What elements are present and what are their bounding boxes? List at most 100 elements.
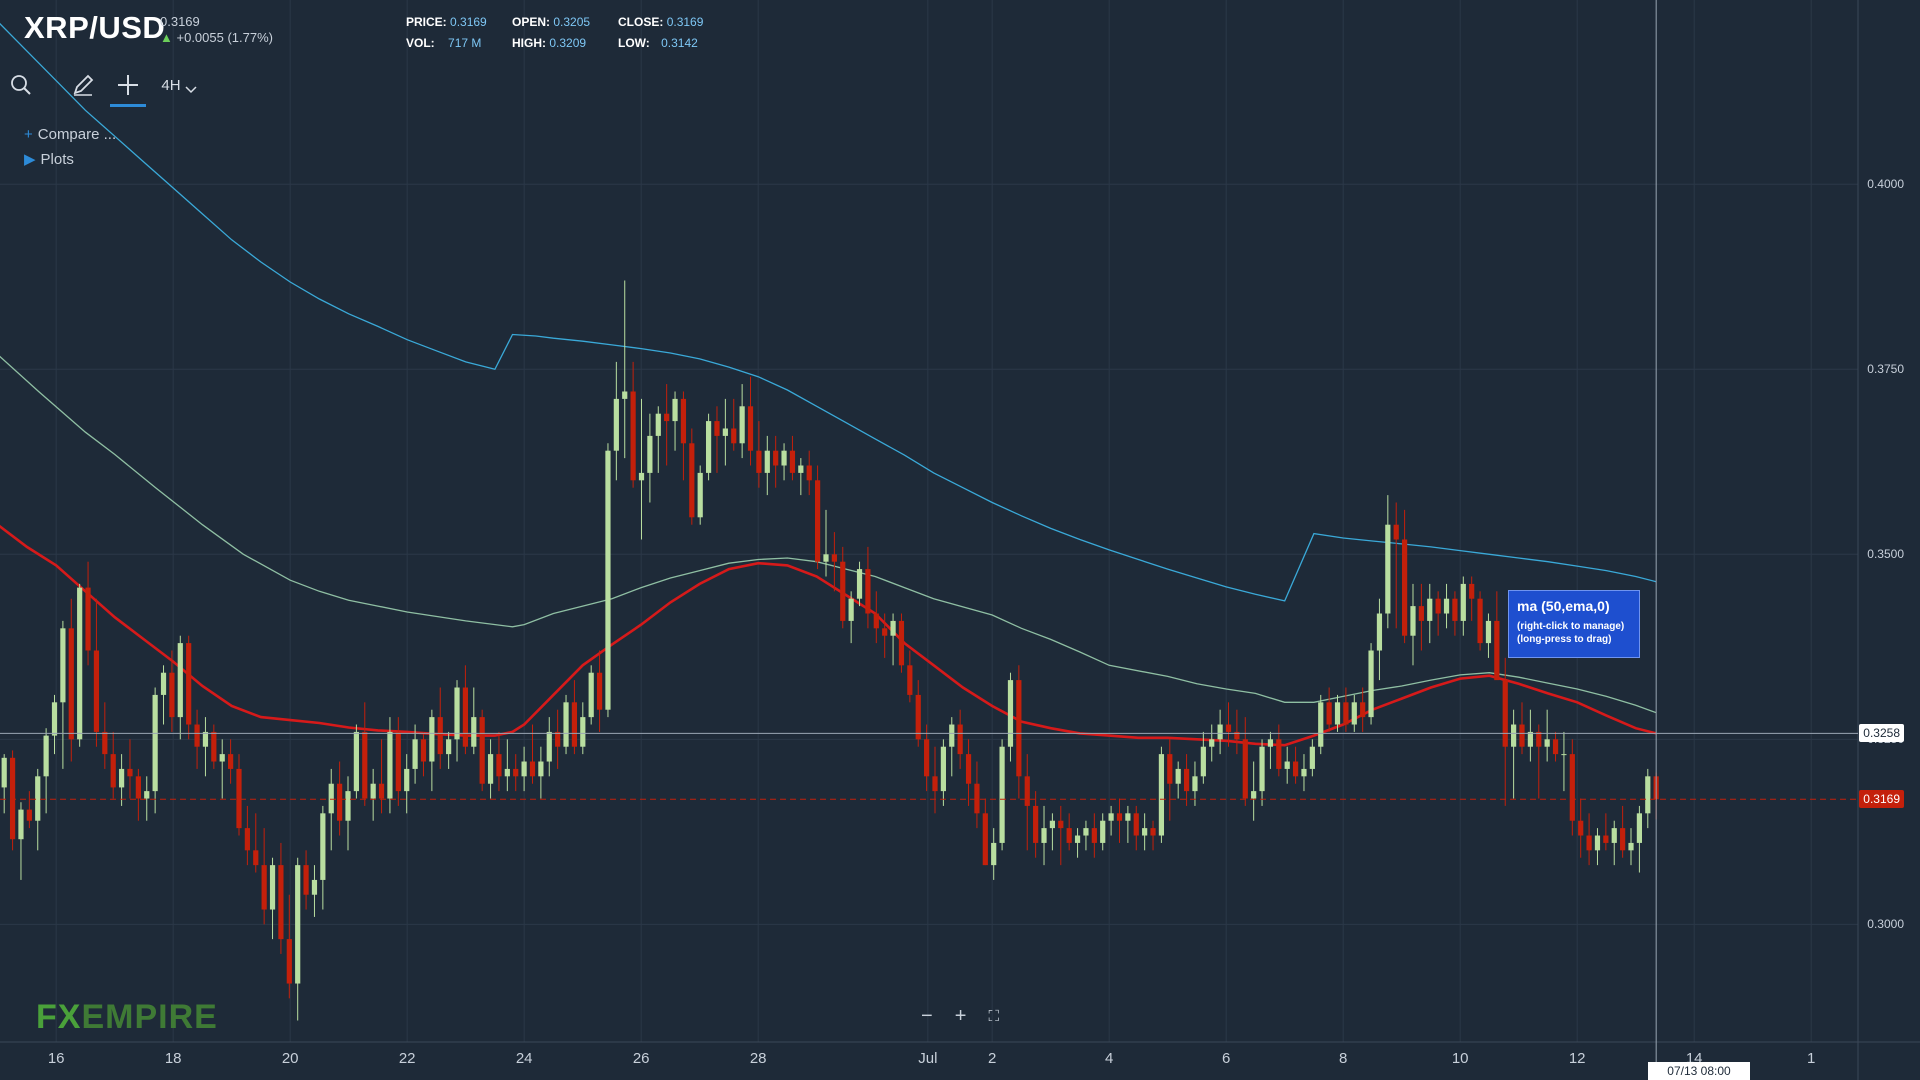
last-price-tag: 0.3169 — [1859, 790, 1904, 809]
candle-body-123 — [1033, 805, 1039, 843]
candle-body-1 — [9, 757, 16, 840]
x-tick-label: 28 — [749, 1050, 767, 1067]
close-value: 0.3169 — [666, 15, 704, 29]
pencil-icon[interactable] — [66, 66, 100, 104]
candle-body-139 — [1167, 754, 1173, 784]
candle-body-39 — [328, 783, 334, 814]
candle-body-183 — [1536, 731, 1542, 747]
candle-body-150 — [1259, 746, 1265, 792]
ohlc-vol: VOL: 717 M — [406, 36, 481, 50]
candle-body-135 — [1133, 813, 1139, 836]
candle-body-79 — [664, 413, 670, 422]
candle-body-179 — [1502, 680, 1508, 747]
candle-body-134 — [1125, 813, 1131, 821]
candle-body-130 — [1091, 828, 1097, 843]
candle-body-73 — [613, 398, 619, 451]
candle-body-80 — [672, 398, 678, 422]
candle-body-120 — [1007, 680, 1014, 747]
candle-body-33 — [278, 865, 284, 940]
candle-body-174 — [1460, 583, 1466, 621]
candle-body-102 — [856, 569, 863, 599]
candle-body-55 — [462, 687, 469, 747]
candle-body-169 — [1418, 606, 1424, 621]
close-label: CLOSE: — [618, 15, 664, 29]
candle-body-115 — [965, 754, 972, 784]
candle-body-58 — [487, 754, 494, 784]
timeframe-selector[interactable]: 4H — [156, 66, 202, 104]
plots-link[interactable]: ▶ Plots — [24, 150, 116, 168]
candle-body-88 — [739, 406, 745, 444]
candle-body-62 — [521, 761, 527, 777]
x-tick-label: 20 — [281, 1050, 299, 1067]
candle-body-161 — [1351, 702, 1357, 725]
candle-body-94 — [789, 450, 796, 473]
candle-body-53 — [446, 739, 452, 755]
candle-body-89 — [747, 406, 754, 451]
candle-body-13 — [110, 754, 116, 788]
x-tick-label: 26 — [632, 1050, 650, 1067]
ma-line-ema-50 — [0, 524, 1657, 747]
candle-body-61 — [513, 768, 519, 777]
candle-body-57 — [479, 717, 485, 784]
candle-body-76 — [638, 472, 645, 481]
tooltip-hint-1: (right-click to manage) — [1517, 621, 1625, 632]
candle-body-104 — [873, 613, 879, 629]
candle-body-184 — [1544, 739, 1550, 747]
candle-body-42 — [353, 731, 359, 792]
candle-body-25 — [211, 731, 217, 762]
y-tick-label: 0.3500 — [1867, 547, 1904, 562]
search-icon[interactable] — [4, 66, 38, 104]
candle-body-48 — [404, 768, 410, 792]
candle-body-119 — [999, 746, 1005, 843]
candle-body-23 — [194, 724, 200, 747]
candle-body-67 — [563, 702, 569, 747]
candle-body-46 — [387, 731, 393, 799]
candle-body-105 — [882, 628, 888, 636]
candle-body-190 — [1594, 835, 1601, 851]
candle-body-118 — [991, 842, 997, 866]
candle-body-103 — [865, 569, 871, 614]
price-value: 0.3169 — [450, 15, 487, 29]
candle-body-37 — [311, 879, 318, 895]
candle-body-137 — [1150, 828, 1156, 836]
candle-body-133 — [1116, 813, 1123, 821]
candle-body-124 — [1041, 828, 1047, 843]
candle-body-112 — [940, 746, 946, 792]
candle-body-132 — [1108, 813, 1114, 821]
candle-body-146 — [1225, 724, 1232, 732]
candle-body-156 — [1309, 746, 1315, 769]
play-icon: ▶ — [24, 151, 36, 168]
x-tick-label: Jul — [918, 1050, 938, 1067]
candle-body-0 — [1, 757, 7, 788]
plots-label: Plots — [40, 151, 74, 168]
zoom-in-button[interactable]: + — [954, 1004, 967, 1027]
candle-body-111 — [932, 776, 938, 792]
fullscreen-button[interactable]: ⛶ — [988, 1007, 999, 1025]
crosshair-icon[interactable] — [110, 66, 146, 107]
candle-body-26 — [219, 754, 225, 762]
chevron-down-icon — [185, 81, 197, 99]
candle-body-113 — [949, 724, 955, 747]
candle-body-5 — [43, 735, 49, 777]
open-value: 0.3205 — [553, 15, 591, 29]
ma-line-ma-100 — [0, 355, 1657, 714]
candle-body-12 — [102, 731, 108, 755]
symbol-name[interactable]: XRP/USD — [24, 10, 166, 45]
candle-body-99 — [831, 554, 837, 562]
ma-tooltip[interactable]: ma (50,ema,0) (right-click to manage) (l… — [1508, 590, 1640, 658]
candle-body-29 — [244, 828, 250, 851]
logo-fx: FX — [36, 998, 82, 1036]
compare-link[interactable]: + Compare ... — [24, 126, 116, 143]
ohlc-close: CLOSE: 0.3169 — [618, 15, 703, 29]
candle-body-154 — [1292, 761, 1299, 777]
candle-body-171 — [1435, 598, 1441, 614]
ohlc-low: LOW: 0.3142 — [618, 36, 698, 50]
zoom-out-button[interactable]: − — [921, 1004, 933, 1027]
x-tick-label: 22 — [398, 1050, 416, 1067]
candle-body-121 — [1016, 680, 1022, 777]
candle-body-47 — [395, 731, 401, 792]
y-tick-label: 0.3000 — [1867, 917, 1904, 932]
y-tick-label: 0.4000 — [1867, 177, 1904, 192]
timeframe-label: 4H — [161, 76, 181, 94]
